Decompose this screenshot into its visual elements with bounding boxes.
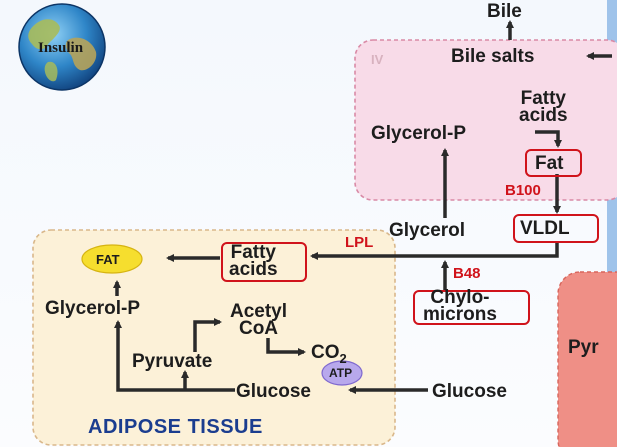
liver-glycerol-label: Glycerol: [389, 220, 466, 241]
chylomicrons-label: Chylo- microns: [423, 287, 497, 326]
insulin-label: Insulin: [38, 40, 84, 56]
muscle-partial-label: Pyr: [568, 337, 599, 358]
bile-label: Bile: [487, 1, 522, 22]
chylomicrons-line2: microns: [423, 304, 497, 326]
liver-glycerol-p-label: Glycerol-P: [371, 123, 467, 144]
muscle-compartment: [557, 271, 617, 447]
b100-label: B100: [505, 182, 541, 199]
pyruvate-label: Pyruvate: [132, 351, 213, 372]
liver-fat-label: Fat: [535, 153, 564, 174]
lpl-label: LPL: [345, 234, 374, 251]
slide-right-border: [607, 0, 617, 447]
liver-fat-highlight-box: [525, 149, 582, 177]
liver-fatty-acids-label: Fatty acids: [519, 88, 568, 127]
blood-glucose-label: Glucose: [432, 381, 507, 402]
liver-fatty-acids-line2: acids: [519, 105, 568, 127]
liver-fatty-acids-line1: Fatty: [520, 88, 566, 109]
chylomicrons-line1: Chylo-: [430, 287, 490, 308]
chylomicrons-highlight-box: [413, 290, 530, 325]
liver-compartment: [354, 39, 617, 201]
adipose-fatty-acids-highlight-box: [221, 242, 307, 282]
vldl-label: VLDL: [520, 218, 570, 239]
adipose-fat-label: FAT: [96, 252, 120, 267]
atp-oval: [321, 360, 363, 386]
adipose-fatty-acids-line1: Fatty: [230, 242, 276, 263]
vldl-highlight-box: [513, 214, 599, 243]
acetyl-coa-line2: CoA: [238, 318, 279, 340]
adipose-glycerol-p-label: Glycerol-P: [45, 298, 141, 319]
acetyl-coa-label: Acetyl CoA: [230, 301, 288, 340]
adipose-fatty-acids-label: Fatty acids: [229, 242, 278, 281]
adipose-tissue-title: ADIPOSE TISSUE: [88, 416, 263, 438]
atp-label: ATP: [329, 366, 353, 380]
acetyl-coa-line1: Acetyl: [230, 301, 288, 322]
co2-text: CO: [311, 342, 340, 363]
co2-subscript: 2: [339, 350, 347, 366]
insulin-globe-icon: [18, 3, 106, 91]
adipose-glucose-label: Glucose: [236, 381, 311, 402]
b48-label: B48: [453, 265, 481, 282]
adipose-fatty-acids-line2: acids: [229, 259, 278, 281]
bile-salts-label: Bile salts: [451, 46, 535, 67]
co2-label: CO2: [311, 343, 347, 365]
fat-oval: [81, 244, 143, 274]
liver-roman-numeral: IV: [371, 52, 384, 67]
